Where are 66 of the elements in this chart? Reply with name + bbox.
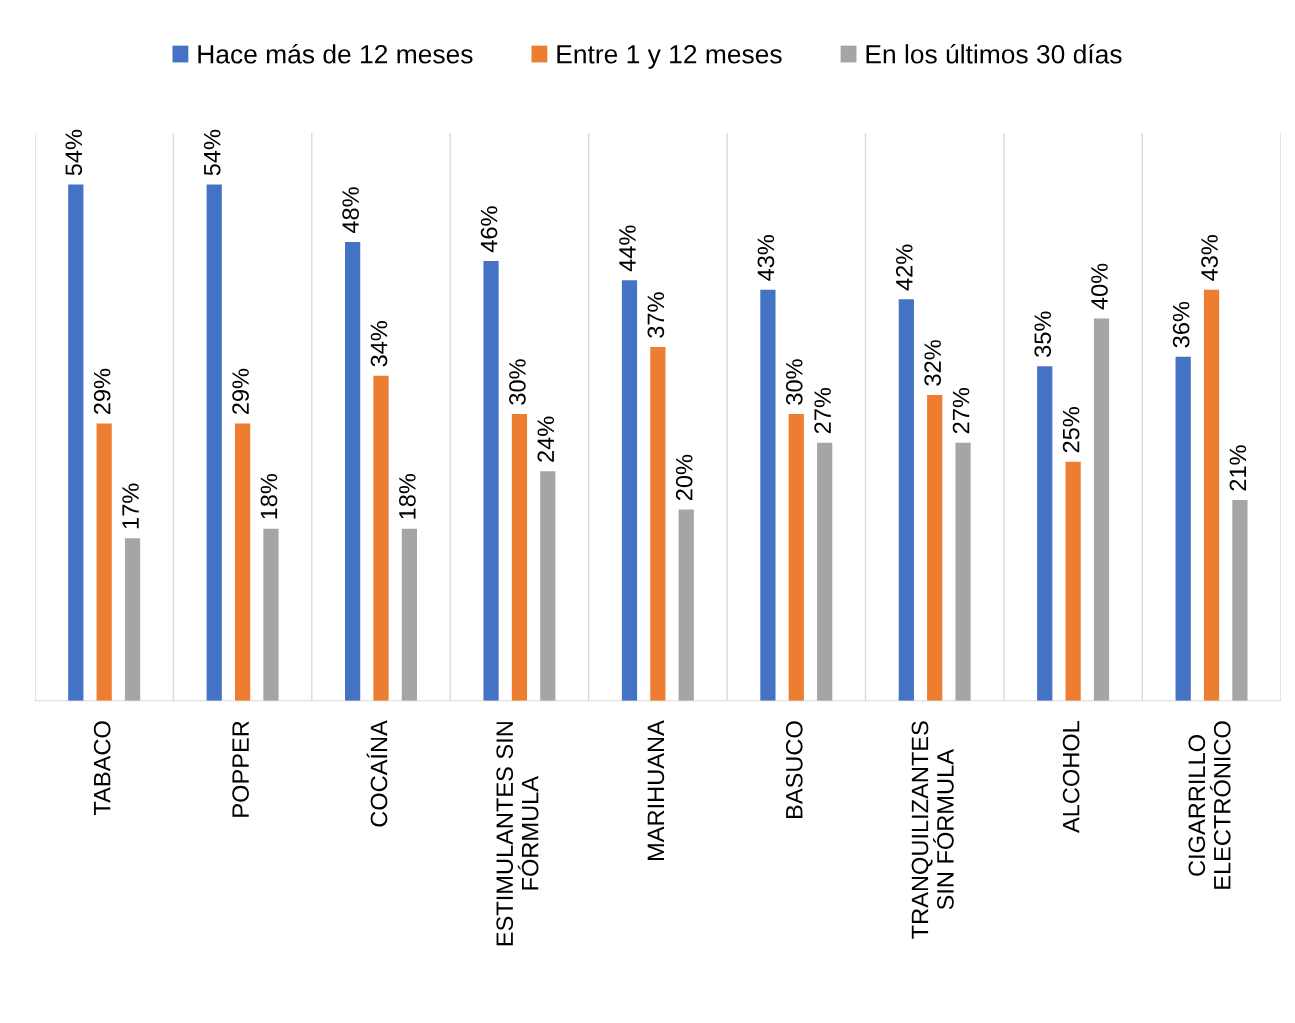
data-label: 27% (814, 387, 831, 434)
bar (263, 528, 279, 701)
data-label: 20% (675, 454, 693, 501)
data-label: 48% (342, 187, 359, 234)
data-label: 37% (647, 292, 665, 338)
bar (124, 538, 141, 701)
x-tick-label: TRANQUILIZANTES SIN FÓRMULA (911, 721, 954, 939)
bar (68, 184, 84, 701)
data-label: 29% (93, 368, 111, 415)
bar (1093, 318, 1110, 701)
bar (817, 442, 833, 701)
bar (540, 471, 556, 701)
data-label: 18% (399, 473, 416, 519)
bar (927, 394, 943, 701)
bar (1232, 500, 1248, 701)
data-label: 17% (122, 483, 139, 529)
legend-label: Hace más de 12 meses (198, 43, 473, 64)
data-label: 18% (260, 473, 278, 519)
bar (678, 509, 694, 701)
data-label: 42% (895, 244, 913, 291)
data-label: 32% (924, 340, 942, 386)
bar (788, 414, 804, 701)
data-label: 54% (203, 129, 221, 176)
data-label: 36% (1172, 301, 1190, 348)
data-label: 43% (757, 235, 775, 281)
legend-label: Entre 1 y 12 meses (557, 44, 782, 69)
bar (1175, 356, 1191, 701)
data-label: 29% (232, 368, 249, 415)
legend-label: En los últimos 30 días (866, 43, 1122, 64)
x-tick-label: ALCOHOL (1062, 720, 1080, 833)
bar (511, 414, 528, 701)
bar (898, 299, 914, 701)
data-label: 34% (370, 321, 388, 367)
bar (401, 528, 418, 701)
data-label: 40% (1091, 263, 1108, 310)
x-tick-label: MARIHUANA (647, 720, 665, 860)
x-tick-label: CIGARRILLO ELECTRÓNICO (1188, 721, 1231, 889)
data-label: 30% (785, 359, 803, 405)
x-tick-label: COCAÍNA (366, 720, 388, 827)
data-label: 21% (1229, 445, 1247, 491)
bar (1037, 366, 1053, 701)
bar (206, 184, 222, 701)
bar (650, 347, 666, 701)
data-label: 24% (537, 416, 555, 462)
bar (373, 375, 389, 701)
bar (483, 261, 499, 701)
x-tick-label: POPPER (232, 721, 249, 817)
bar (621, 280, 638, 701)
data-label: 25% (1062, 407, 1080, 453)
data-label: 27% (952, 387, 970, 434)
data-label: 43% (1201, 235, 1218, 281)
bar (1203, 289, 1220, 701)
bar (955, 442, 971, 701)
data-label: 35% (1034, 311, 1052, 357)
bar (760, 289, 776, 701)
x-tick-label: TABACO (93, 721, 111, 816)
bar (345, 241, 361, 701)
data-label: 54% (65, 129, 83, 176)
bar (234, 423, 251, 701)
bar (1065, 461, 1081, 701)
bar (96, 423, 112, 701)
x-tick-label: BASUCO (785, 721, 803, 818)
data-label: 46% (480, 206, 498, 253)
data-label: 44% (619, 225, 636, 272)
x-tick-label: ESTIMULANTES SIN FÓRMULA (496, 722, 539, 946)
data-label: 30% (509, 359, 526, 405)
